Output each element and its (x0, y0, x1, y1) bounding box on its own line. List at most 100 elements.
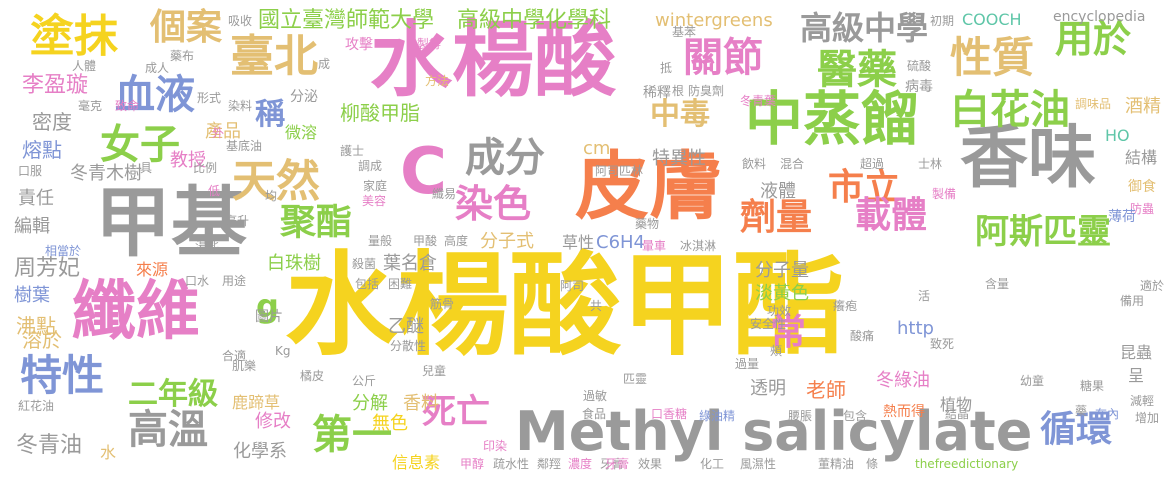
word: 市立 (828, 167, 901, 208)
word: 活 (918, 289, 931, 303)
word: Methyl salicylate (515, 400, 1033, 463)
word: 共 (590, 299, 603, 313)
word: 頰 (770, 344, 783, 358)
word: 成分 (465, 135, 545, 181)
word: 疏水性 (493, 457, 530, 471)
word: 信息素 (392, 453, 441, 472)
word: 用途 (222, 274, 247, 288)
word: 基底油 (226, 139, 263, 153)
word: 功效 (767, 304, 792, 318)
word: 備用 (1120, 294, 1145, 308)
word: 教授 (170, 150, 206, 171)
word: 性質 (950, 33, 1035, 82)
word: 分子量 (755, 260, 809, 281)
word: 御食 (1128, 179, 1156, 195)
word: 飲料 (742, 157, 767, 171)
word: 植物 (940, 395, 973, 414)
word: 中毒 (650, 97, 710, 132)
word: 個案 (150, 7, 223, 48)
word: 乙醚 (388, 316, 424, 337)
word: 包含 (843, 409, 868, 423)
word: 水楊酸 (370, 13, 617, 108)
word: Kg (275, 344, 291, 358)
word: 中蒸餾 (745, 85, 920, 153)
word: 分子式 (480, 231, 534, 252)
word: 過量 (735, 357, 760, 371)
word: 公斤 (352, 374, 377, 388)
word: 硫酸 (907, 59, 932, 73)
word: 無色 (372, 413, 408, 434)
word: 冬青葉 (740, 94, 777, 108)
word: 製備 (932, 187, 957, 201)
word: 外 (212, 126, 225, 140)
word: 液體 (760, 181, 796, 202)
word: 冰淇淋 (680, 239, 717, 253)
word: 糖果 (1080, 379, 1105, 393)
word: 腰脹 (788, 409, 813, 423)
word: 困難 (388, 277, 413, 291)
word: 常 (770, 312, 807, 353)
word: 樹葉 (14, 285, 50, 306)
word: 塗抹 (30, 11, 118, 62)
word: 調成 (358, 159, 383, 173)
word: 初期 (930, 14, 955, 28)
word: 結構 (1125, 148, 1158, 167)
word: 昆蟲 (1120, 343, 1153, 362)
word: 致命 (115, 99, 140, 113)
word: 高級中學 (800, 9, 929, 47)
word: 高溫 (128, 407, 208, 453)
word: 分解 (352, 393, 388, 414)
word: 溶於 (22, 328, 62, 352)
word: 關節 (683, 35, 763, 81)
word: http (897, 318, 934, 339)
word: 高級中學化學科 (457, 8, 612, 33)
word: 特性 (20, 351, 105, 400)
word: 牙膏 (605, 457, 630, 471)
word: 第一 (312, 412, 392, 458)
word: 二年級 (128, 377, 218, 412)
word: 混合 (780, 157, 805, 171)
word: 超過 (860, 157, 885, 171)
word: 血液 (115, 72, 195, 118)
word: 暈車 (642, 239, 667, 253)
word: 載體 (855, 195, 928, 236)
word: 阿斯匹靈 (975, 212, 1111, 252)
word: 化學系 (233, 441, 287, 462)
word: 形式 (197, 91, 222, 105)
word: 癢疱 (833, 299, 858, 313)
word: 李盈璇 (22, 73, 89, 98)
word: 天然 (232, 156, 320, 207)
word: 水 (100, 443, 117, 462)
word: thefreedictionary (915, 457, 1019, 471)
word: 防蟲 (1130, 202, 1155, 216)
word: 化工 (700, 457, 725, 471)
word: 水楊酸甲酯 (285, 241, 845, 371)
word: 量般 (368, 234, 393, 248)
word: 毫克 (78, 99, 103, 113)
word: 分散性 (390, 339, 427, 353)
word: 美容 (362, 194, 387, 208)
word: 纖易 (432, 187, 457, 201)
word: 特異性 (652, 148, 706, 169)
word: 含量 (985, 277, 1010, 291)
word: 食品 (582, 407, 607, 421)
word: 在內 (1095, 407, 1120, 421)
word: encyclopedia (1053, 9, 1146, 25)
word: 草性 (562, 233, 595, 252)
word: 死亡 (422, 392, 490, 432)
word: 結晶 (945, 407, 970, 421)
word: 皮膚 (575, 144, 723, 230)
word: 董精油 (818, 457, 855, 471)
word: 循環 (1040, 409, 1113, 450)
word: 綠油精 (699, 409, 736, 423)
word: 劑量 (740, 197, 813, 238)
word: 兒童 (422, 364, 447, 378)
word: 匹靈 (623, 372, 648, 386)
word: 鄰羥 (537, 457, 562, 471)
word: 基苯 (672, 25, 697, 39)
word: 效果 (638, 457, 663, 471)
word: 臺北 (230, 31, 318, 82)
word: 口服 (18, 164, 43, 178)
word: 酸痛 (850, 329, 875, 343)
